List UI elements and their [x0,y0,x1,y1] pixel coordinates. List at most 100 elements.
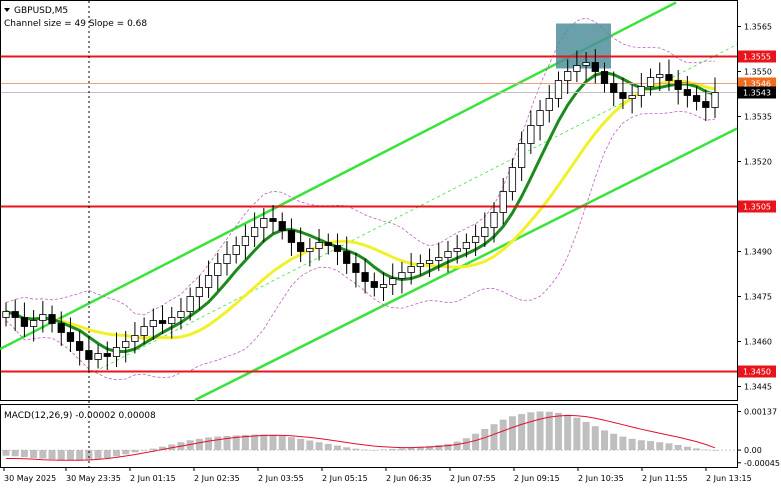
candle-body [453,248,461,252]
time-axis-label: 2 Jun 10:35 [578,474,624,483]
macd-histogram-bar [361,449,369,451]
candle-body [287,230,296,243]
candle[interactable] [637,73,645,108]
candle[interactable] [232,236,240,264]
candle[interactable] [315,229,323,261]
candle[interactable] [564,59,572,95]
candle[interactable] [674,70,682,105]
candle[interactable] [692,86,701,111]
candle[interactable] [683,76,691,108]
candle[interactable] [11,299,19,332]
candle[interactable] [361,259,369,294]
candle[interactable] [112,332,121,368]
candle[interactable] [481,212,489,248]
candle[interactable] [665,59,673,92]
candle[interactable] [20,302,29,338]
candle[interactable] [186,287,194,321]
candle-body [564,71,572,81]
candle[interactable] [628,85,636,114]
macd-histogram-bar [601,430,609,451]
candle[interactable] [573,50,581,83]
candle[interactable] [343,236,351,275]
candle[interactable] [536,100,544,141]
candle[interactable] [287,218,296,257]
candle-body [573,65,581,72]
macd-histogram-bar [269,435,277,451]
candle[interactable] [306,238,314,267]
candle[interactable] [527,110,535,155]
candle[interactable] [508,158,517,201]
candle[interactable] [204,260,213,299]
candle[interactable] [250,212,259,248]
chart-header: GBPUSD,M5 Channel size = 49 Slope = 0.68 [4,6,147,29]
candle[interactable] [39,301,47,333]
candle[interactable] [619,77,627,110]
candle[interactable] [435,242,443,272]
candle[interactable] [711,77,719,119]
candle[interactable] [140,317,148,345]
candle-body [481,227,489,237]
candle[interactable] [610,71,618,107]
candle[interactable] [582,52,590,81]
candle[interactable] [471,224,480,257]
candle[interactable] [554,71,563,108]
candle-body [158,320,167,324]
candle[interactable] [591,49,599,84]
candle-body [241,236,250,246]
candle[interactable] [260,208,268,243]
candle[interactable] [545,85,553,123]
candle[interactable] [122,331,130,363]
candle[interactable] [333,233,342,266]
candle[interactable] [444,241,452,273]
macd-histogram-bar [48,450,56,460]
collapse-triangle-icon[interactable] [4,8,10,12]
candle[interactable] [398,262,406,294]
candle-body [48,314,56,324]
candle[interactable] [48,305,56,333]
candle[interactable] [389,263,397,296]
candle[interactable] [103,341,111,371]
candle[interactable] [2,302,10,327]
macd-histogram-bar [131,450,139,453]
candle[interactable] [352,253,360,288]
macd-histogram-bar [398,448,406,451]
candle[interactable] [416,254,424,276]
candle[interactable] [518,131,526,182]
candle[interactable] [702,89,710,122]
candle[interactable] [379,272,388,302]
candle[interactable] [453,235,461,264]
candle[interactable] [158,305,167,335]
candle[interactable] [462,233,471,258]
candle[interactable] [241,224,250,260]
candle[interactable] [223,241,231,276]
candle[interactable] [278,212,286,240]
candle[interactable] [646,68,655,96]
candle[interactable] [66,317,75,353]
candle[interactable] [30,310,38,342]
candle[interactable] [425,248,434,278]
candle[interactable] [656,62,664,92]
candle[interactable] [149,308,157,341]
candle[interactable] [297,227,305,263]
candle[interactable] [269,205,277,234]
candle[interactable] [214,253,222,291]
candle[interactable] [57,311,65,347]
candle[interactable] [600,62,609,93]
candle[interactable] [490,202,498,243]
candles[interactable] [2,49,719,372]
symbol-label: GBPUSD,M5 [14,6,68,16]
candle[interactable] [94,344,102,369]
candle[interactable] [407,253,415,285]
candle[interactable] [76,331,84,366]
candle[interactable] [131,322,139,354]
candle[interactable] [370,272,378,297]
candle[interactable] [324,233,332,255]
candle[interactable] [499,178,507,225]
candle[interactable] [168,307,176,339]
time-axis-label: 2 Jun 05:15 [322,474,368,483]
candle[interactable] [195,275,203,311]
time-axis-label: 2 Jun 02:35 [194,474,240,483]
candle[interactable] [177,298,185,330]
macd-histogram-bar [241,434,249,451]
